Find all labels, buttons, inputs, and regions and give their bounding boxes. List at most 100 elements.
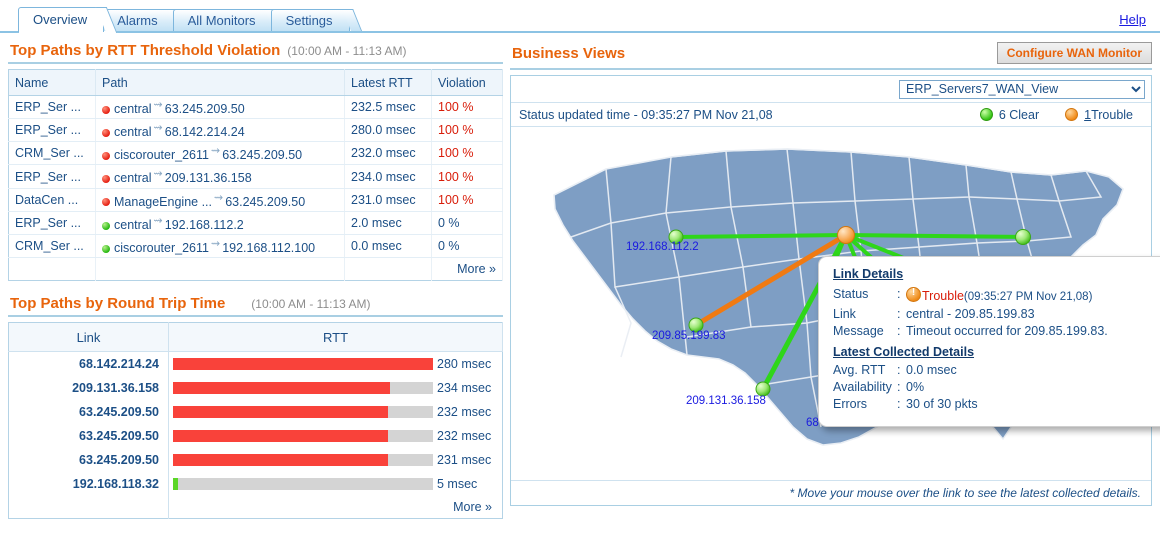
node-209-131-36-158 bbox=[755, 381, 771, 397]
table-row[interactable]: CRM_Ser ... ciscorouter_2611 ⇝ 63.245.209.5… bbox=[8, 141, 503, 166]
cell-violation: 0 % bbox=[431, 211, 503, 235]
chart-row[interactable]: 209.131.36.158 234 msec bbox=[8, 376, 503, 401]
popup-status-time: (09:35:27 PM Nov 21,08) bbox=[963, 291, 1093, 303]
status-updated-time: Status updated time - 09:35:27 PM Nov 21… bbox=[519, 107, 773, 122]
cell-path: ManageEngine ... ⇝ 63.245.209.50 bbox=[95, 188, 345, 212]
column-header-latest-rtt[interactable]: Latest RTT bbox=[344, 69, 432, 96]
left-column: Top Paths by RTT Threshold Violation (10… bbox=[8, 42, 503, 520]
tab-underline bbox=[0, 31, 1160, 33]
path-source: ManageEngine ... bbox=[114, 194, 212, 209]
column-header-violation[interactable]: Violation bbox=[431, 69, 503, 96]
popup-errors-value: 30 of 30 pkts bbox=[906, 397, 978, 411]
violation-table-header-row: Name Path Latest RTT Violation bbox=[8, 69, 503, 96]
popup-message-row: Message : Timeout occurred for 209.85.19… bbox=[833, 324, 1160, 338]
popup-availability-row: Availability : 0% bbox=[833, 380, 1160, 394]
tab-list: Overview Alarms All Monitors Settings bbox=[18, 7, 363, 33]
node-central-hub bbox=[837, 226, 855, 244]
status-dot-red-icon bbox=[102, 105, 110, 114]
chart-bar-cell: 234 msec bbox=[169, 376, 503, 400]
table-row[interactable]: ERP_Ser ... central ⇝ 63.245.209.50 232.5 ms… bbox=[8, 95, 503, 120]
popup-title: Link Details bbox=[833, 267, 904, 281]
table-row[interactable]: CRM_Ser ... ciscorouter_2611 ⇝ 192.168.112.… bbox=[8, 234, 503, 259]
violation-section-rule bbox=[8, 62, 503, 64]
configure-wan-monitor-button[interactable]: Configure WAN Monitor bbox=[996, 42, 1152, 64]
trouble-status-group[interactable]: 1 Trouble bbox=[1065, 108, 1133, 122]
chart-category-label: 63.245.209.50 bbox=[8, 448, 169, 473]
chart-value-label: 280 msec bbox=[437, 357, 492, 372]
rtt-bar-chart-table: Link RTT 68.142.214.24 280 msec 209.131.36… bbox=[8, 322, 503, 520]
column-header-path[interactable]: Path bbox=[95, 69, 345, 96]
cell-latest-rtt: 280.0 msec bbox=[344, 118, 432, 143]
clear-count-label: 6 Clear bbox=[998, 107, 1040, 122]
rtt-chart-footer-row: More » bbox=[8, 496, 503, 519]
trouble-count-number[interactable]: 1 bbox=[1084, 107, 1092, 122]
tab-all-monitors[interactable]: All Monitors bbox=[172, 9, 286, 33]
violation-section-header: Top Paths by RTT Threshold Violation (10… bbox=[8, 42, 503, 62]
cell-path: central ⇝ 192.168.112.2 bbox=[95, 211, 345, 235]
chart-bar-fill bbox=[173, 406, 388, 419]
map-node-label: 192.168.112.2 bbox=[626, 241, 699, 253]
cell-name: ERP_Ser ... bbox=[8, 211, 96, 235]
link-hub-east bbox=[845, 233, 1024, 239]
cell-violation: 0 % bbox=[431, 234, 503, 259]
chart-bar-cell: 231 msec bbox=[169, 448, 503, 472]
clear-status-group[interactable]: 6 Clear bbox=[979, 107, 1040, 122]
chart-row[interactable]: 192.168.118.32 5 msec bbox=[8, 472, 503, 497]
chart-bar-cell: 232 msec bbox=[169, 424, 503, 448]
path-arrow-icon: ⇝ bbox=[153, 214, 163, 227]
cell-violation: 100 % bbox=[431, 141, 503, 166]
chart-row[interactable]: 63.245.209.50 232 msec bbox=[8, 400, 503, 425]
cell-latest-rtt: 232.5 msec bbox=[344, 95, 432, 120]
popup-avg-rtt-key: Avg. RTT bbox=[833, 363, 886, 377]
cell-path: central ⇝ 68.142.214.24 bbox=[95, 118, 345, 143]
column-header-rtt: RTT bbox=[168, 322, 503, 353]
chart-bar-cell: 232 msec bbox=[169, 400, 503, 424]
popup-status-value: Trouble bbox=[922, 289, 964, 303]
table-row[interactable]: ERP_Ser ... central ⇝ 209.131.36.158 234.0 m… bbox=[8, 164, 503, 189]
popup-message-key: Message bbox=[833, 324, 884, 338]
table-row[interactable]: ERP_Ser ... central ⇝ 68.142.214.24 280.0 ms… bbox=[8, 118, 503, 143]
cell-name: ERP_Ser ... bbox=[8, 95, 96, 120]
tab-overview[interactable]: Overview bbox=[18, 7, 118, 33]
tab-settings[interactable]: Settings bbox=[270, 9, 363, 33]
chart-bar-track bbox=[173, 478, 433, 491]
chart-row[interactable]: 63.245.209.50 231 msec bbox=[8, 448, 503, 473]
status-dot-green-icon bbox=[102, 244, 110, 253]
path-destination: 63.245.209.50 bbox=[164, 102, 245, 117]
table-more-spacer bbox=[95, 257, 345, 281]
path-destination: 209.131.36.158 bbox=[164, 171, 252, 186]
table-row[interactable]: ERP_Ser ... central ⇝ 192.168.112.2 2.0 msec… bbox=[8, 211, 503, 235]
help-link[interactable]: Help bbox=[1119, 12, 1146, 27]
rtt-section-rule bbox=[8, 315, 503, 318]
node-192-168-112-2 bbox=[668, 229, 684, 245]
rtt-section-time-range: (10:00 AM - 11:13 AM) bbox=[251, 297, 371, 312]
popup-subtitle: Latest Collected Details bbox=[833, 345, 975, 359]
popup-link-value: central - 209.85.199.83 bbox=[906, 307, 1035, 321]
popup-status-value-wrap: Trouble(09:35:27 PM Nov 21,08) bbox=[906, 286, 1160, 304]
violation-more-link[interactable]: More » bbox=[431, 257, 503, 281]
path-arrow-icon: ⇝ bbox=[153, 168, 163, 181]
tab-label: Settings bbox=[285, 13, 333, 28]
chart-value-label: 232 msec bbox=[437, 405, 492, 420]
status-dot-green-icon bbox=[102, 221, 110, 230]
popup-link-key: Link bbox=[833, 307, 856, 321]
chart-row[interactable]: 63.245.209.50 232 msec bbox=[8, 424, 503, 449]
view-selector-row: ERP_Servers7_WAN_View bbox=[511, 76, 1151, 103]
popup-status-key: Status bbox=[833, 287, 869, 301]
table-more-row: More » bbox=[8, 257, 503, 281]
chart-row[interactable]: 68.142.214.24 280 msec bbox=[8, 351, 503, 377]
rtt-more-link[interactable]: More » bbox=[453, 500, 492, 515]
violation-table-body: ERP_Ser ... central ⇝ 63.245.209.50 232.5 ms… bbox=[8, 95, 503, 281]
status-dot-red-icon bbox=[102, 175, 110, 184]
link-hub-trouble bbox=[694, 232, 848, 328]
chart-value-label: 232 msec bbox=[437, 429, 492, 444]
column-header-name[interactable]: Name bbox=[8, 69, 96, 96]
popup-errors-key: Errors bbox=[833, 397, 868, 411]
chart-category-label: 63.245.209.50 bbox=[8, 400, 169, 425]
popup-status-row: Status : Trouble(09:35:27 PM Nov 21,08) bbox=[833, 286, 1160, 304]
business-view-select[interactable]: ERP_Servers7_WAN_View bbox=[899, 79, 1145, 99]
map-nodes bbox=[668, 226, 1031, 397]
cell-violation: 100 % bbox=[431, 188, 503, 212]
table-row[interactable]: DataCen ... ManageEngine ... ⇝ 63.245.209.5… bbox=[8, 188, 503, 212]
